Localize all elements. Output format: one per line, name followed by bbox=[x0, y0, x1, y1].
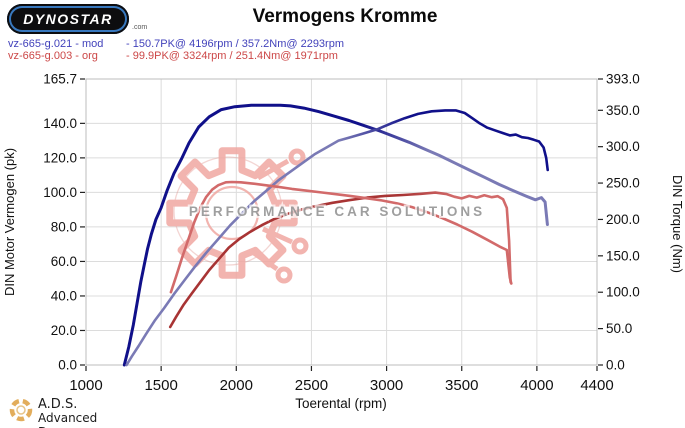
tick-label: 100.0 bbox=[43, 185, 77, 200]
tick-label: 0.0 bbox=[58, 358, 77, 373]
tick-label: 150.0 bbox=[606, 248, 640, 263]
ads-swirl-icon bbox=[9, 398, 33, 422]
tick-label: 1500 bbox=[144, 377, 177, 394]
legend-run-name: vz-665-g.003 - org bbox=[8, 49, 98, 62]
tick-label: 50.0 bbox=[606, 321, 632, 336]
page-title: Vermogens Kromme bbox=[252, 6, 438, 27]
tick-label: 1000 bbox=[69, 377, 102, 394]
tick-label: 140.0 bbox=[43, 116, 77, 131]
dynostar-logo-suffix: .com bbox=[132, 24, 148, 31]
legend-run-name: vz-665-g.021 - mod bbox=[8, 38, 104, 50]
curve-org-power bbox=[168, 191, 512, 329]
chart-gridlines bbox=[86, 79, 597, 365]
tick-label: 300.0 bbox=[606, 139, 640, 154]
y-axis-title-right: DIN Torque (Nm) bbox=[670, 175, 685, 273]
tick-label: 4400 bbox=[580, 377, 613, 394]
ads-name: Advanced Dyno Station bbox=[38, 411, 98, 428]
legend-run-stats: - 99.9PK@ 3324rpm / 251.4Nm@ 1971rpm bbox=[126, 49, 338, 62]
legend-row-org: vz-665-g.003 - org - 99.9PK@ 3324rpm / 25… bbox=[8, 49, 344, 63]
tick-label: 20.0 bbox=[51, 323, 77, 338]
tick-label: 3000 bbox=[370, 377, 403, 394]
tick-label: 250.0 bbox=[606, 176, 640, 191]
legend-row-mod: vz-665-g.021 - mod - 150.7PK@ 4196rpm / 3… bbox=[8, 38, 344, 51]
dynostar-logo: DYNOSTAR bbox=[7, 4, 129, 34]
curve-mod-power bbox=[125, 109, 550, 367]
tick-label: 3500 bbox=[445, 377, 478, 394]
tick-label: 393.0 bbox=[606, 72, 640, 87]
tick-label: 60.0 bbox=[51, 254, 77, 269]
circuit-traces-icon bbox=[249, 148, 309, 284]
plot-frame bbox=[85, 78, 598, 366]
dyno-curves bbox=[122, 103, 550, 367]
axis-ticks-and-labels: 1000 1500 2000 2500 3000 3500 4000 4400 0.0 20.0 4… bbox=[43, 72, 640, 395]
tick-label: 2000 bbox=[220, 377, 253, 394]
tick-label: 350.0 bbox=[606, 103, 640, 118]
tick-label: 80.0 bbox=[51, 219, 77, 234]
watermark-gear-icon bbox=[166, 147, 309, 284]
dynostar-logo-text: DYNOSTAR bbox=[23, 11, 113, 27]
tick-label: 40.0 bbox=[51, 288, 77, 303]
watermark-text-halo: PERFORMANCE CAR SOLUTIONS bbox=[189, 204, 485, 219]
tick-label: 200.0 bbox=[606, 212, 640, 227]
legend-run-stats: - 150.7PK@ 4196rpm / 357.2Nm@ 2293rpm bbox=[126, 38, 344, 50]
watermark-text: PERFORMANCE CAR SOLUTIONS bbox=[189, 204, 485, 219]
tick-label: 0.0 bbox=[606, 358, 625, 373]
x-axis-title: Toerental (rpm) bbox=[295, 396, 387, 411]
tick-label: 2500 bbox=[295, 377, 328, 394]
tick-label: 100.0 bbox=[606, 285, 640, 300]
curve-mod-torque bbox=[122, 103, 549, 367]
tick-label: 4000 bbox=[520, 377, 553, 394]
run-legend: vz-665-g.021 - mod - 150.7PK@ 4196rpm / 3… bbox=[8, 38, 344, 63]
curve-org-torque bbox=[169, 180, 513, 294]
ads-footer: A.D.S. Advanced Dyno Station bbox=[6, 394, 97, 428]
tick-label: 165.7 bbox=[43, 72, 77, 87]
ads-abbr: A.D.S. bbox=[38, 397, 78, 412]
y-axis-title-left: DIN Motor Vermogen (pk) bbox=[2, 148, 17, 296]
tick-label: 120.0 bbox=[43, 150, 77, 165]
